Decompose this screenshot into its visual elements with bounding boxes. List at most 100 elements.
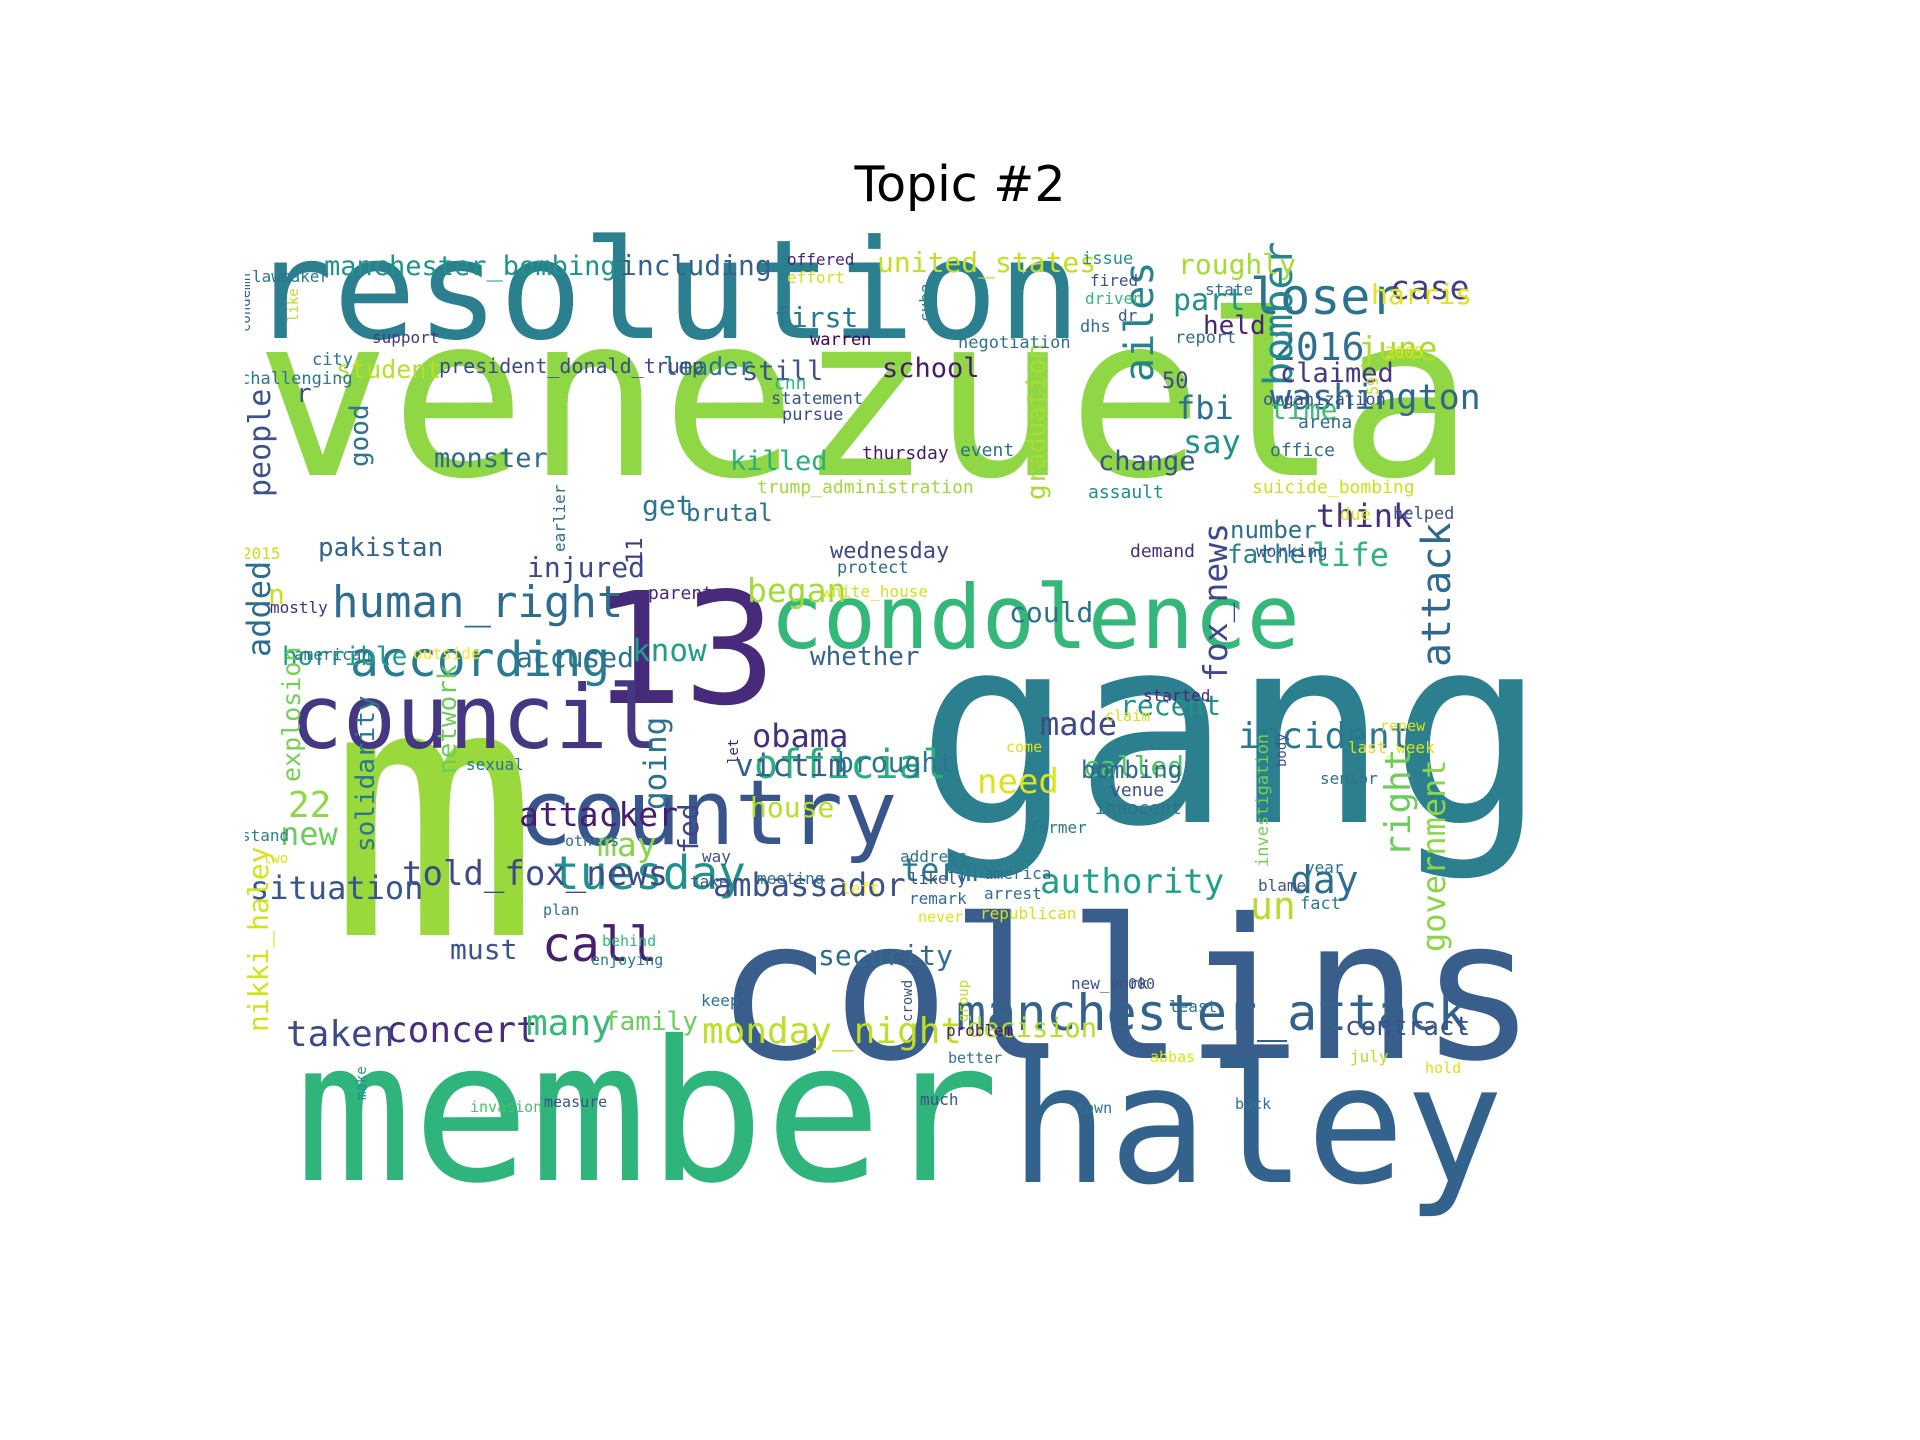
cloud-word-22: 22 — [288, 785, 331, 826]
cloud-word-venezuela: venezuela — [255, 267, 1474, 529]
cloud-word-fact: fact — [1300, 894, 1341, 914]
cloud-word-abbas: abbas — [1150, 1048, 1195, 1066]
cloud-word-fired: fired — [1090, 271, 1138, 290]
cloud-word-fox-news: fox_news — [1196, 523, 1236, 682]
cloud-word-haley: haley — [1010, 1030, 1504, 1221]
cloud-word-un: un — [1250, 884, 1296, 928]
cloud-word-country: country — [518, 761, 897, 866]
cloud-word-organization: organization — [1263, 390, 1386, 410]
cloud-word-mostly: mostly — [270, 598, 328, 617]
cloud-word-like: like — [286, 288, 302, 322]
cloud-word-thursday: thursday — [862, 443, 949, 464]
cloud-word-people: people — [245, 389, 278, 497]
cloud-word-security: security — [818, 939, 953, 972]
cloud-word-student: student — [336, 355, 441, 384]
cloud-word-time: time — [1270, 393, 1337, 426]
cloud-word-right: right — [1378, 749, 1419, 857]
cloud-word-arrest: arrest — [984, 884, 1042, 903]
cloud-word-need: need — [977, 762, 1059, 802]
cloud-word-statement: statement — [771, 389, 863, 409]
cloud-word-never: never — [918, 908, 963, 926]
cloud-word-m: m — [328, 609, 540, 1019]
cloud-word-began: began — [747, 571, 846, 610]
cloud-word-leader: leader — [663, 352, 753, 381]
cloud-word-think: think — [1316, 497, 1412, 535]
cloud-word-support: support — [372, 328, 439, 347]
cloud-word-obama: obama — [752, 717, 848, 755]
cloud-word-crowd: crowd — [900, 980, 916, 1022]
cloud-word-school: school — [882, 353, 980, 384]
cloud-word-concert: concert — [386, 1010, 538, 1051]
cloud-word-bombing: bombing — [1081, 756, 1182, 784]
cloud-word-challenging: challenging — [245, 369, 353, 389]
cloud-word-last-week: last_week — [1348, 738, 1435, 757]
cloud-word-city: city — [312, 350, 353, 370]
cloud-word-helped: helped — [1393, 504, 1454, 524]
cloud-word-still: still — [742, 356, 823, 387]
cloud-word-hold: hold — [1425, 1059, 1461, 1077]
cloud-word-cuba: cuba — [916, 283, 935, 322]
cloud-word-nikki-haley: nikki_haley — [245, 847, 276, 1032]
cloud-word-america: america — [984, 864, 1051, 883]
cloud-word-started: started — [1143, 686, 1210, 705]
cloud-word-manchester-attack: manchester_attack — [956, 984, 1468, 1042]
cloud-word-2005: 2005 — [1385, 343, 1424, 362]
cloud-word-problem: problem — [946, 1021, 1013, 1040]
cloud-word-year: year — [1305, 858, 1344, 877]
cloud-word-remark: remark — [909, 889, 967, 908]
cloud-word-human-right: human_right — [332, 577, 623, 628]
cloud-word-issue: issue — [1082, 249, 1133, 269]
cloud-word-family: family — [604, 1007, 698, 1037]
cloud-word-assault: assault — [1088, 482, 1164, 503]
cloud-word-may: may — [597, 825, 657, 864]
cloud-word-offered: offered — [787, 250, 854, 269]
cloud-word-part: part — [1173, 283, 1245, 318]
cloud-word-condemn: condemn — [245, 273, 254, 332]
cloud-word-official: official — [754, 742, 947, 788]
cloud-word-demand: demand — [1130, 541, 1195, 562]
cloud-word-father: father — [1227, 540, 1321, 570]
cloud-word-resolution: resolution — [250, 222, 1081, 371]
cloud-word-recent: recent — [1120, 689, 1221, 722]
cloud-word-ailes: ailes — [1117, 262, 1163, 382]
cloud-word-house: house — [750, 791, 834, 824]
cloud-word-driven: driven — [1085, 289, 1143, 308]
cloud-word-life: life — [1312, 536, 1389, 574]
cloud-word-sexual: sexual — [466, 755, 524, 774]
cloud-word-ambassador: ambassador — [713, 866, 906, 904]
cloud-word-bomber: bomber — [1256, 242, 1302, 387]
cloud-word-july: july — [1350, 1047, 1389, 1066]
cloud-word-say: say — [1183, 423, 1241, 461]
cloud-word-united-states: united_states — [877, 246, 1096, 280]
cloud-word-state: state — [1205, 280, 1253, 299]
cloud-word-former: former — [1029, 818, 1087, 837]
cloud-word-first: first — [774, 301, 858, 334]
cloud-word-loser: loser — [1250, 268, 1401, 326]
cloud-word-president-donald-trump: president_donald_trump — [439, 354, 704, 378]
cloud-word-event: event — [960, 440, 1014, 461]
cloud-word-meeting: meeting — [757, 869, 824, 888]
cloud-word-many: many — [526, 1003, 613, 1044]
cloud-word-dhs: dhs — [1080, 317, 1111, 337]
cloud-word-innocent: innocent — [1095, 798, 1182, 819]
cloud-word-better: better — [948, 1049, 1002, 1067]
cloud-word-network: network — [433, 664, 463, 774]
cloud-word-11: 11 — [623, 538, 648, 565]
cloud-word-going: going — [638, 717, 674, 810]
cloud-word-horrible: horrible — [282, 642, 407, 672]
cloud-word-earlier: earlier — [550, 484, 569, 552]
cloud-word-body: body — [1274, 733, 1290, 767]
cloud-word-arena: arena — [1298, 412, 1352, 433]
cloud-word-june: june — [1358, 329, 1437, 368]
cloud-word-monster: monster — [434, 443, 548, 474]
cloud-word-white-house: white_house — [822, 582, 928, 601]
cloud-word-two: two — [263, 851, 288, 867]
cloud-word-roughly: roughly — [1178, 248, 1296, 281]
cloud-word-incident: incident — [1238, 716, 1411, 757]
cloud-word-59: 59 — [1364, 377, 1382, 395]
cloud-word-get: get — [642, 489, 693, 522]
cloud-word-council: council — [290, 666, 661, 769]
cloud-word-manchester-bombing: manchester_bombing — [324, 251, 617, 282]
cloud-word-number: number — [1230, 516, 1317, 544]
